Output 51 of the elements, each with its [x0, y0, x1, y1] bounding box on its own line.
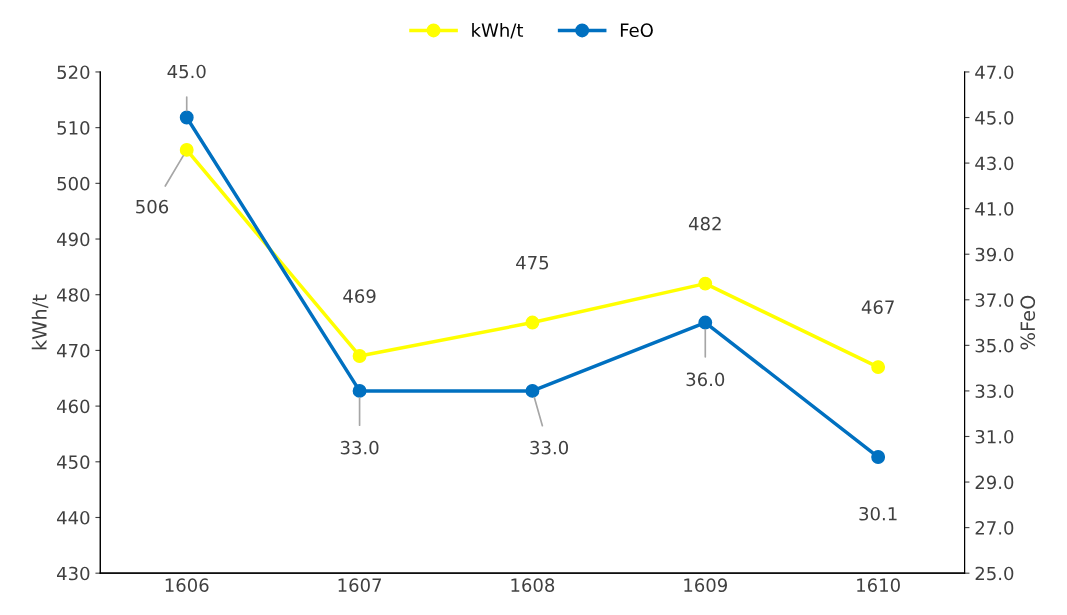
x-tick-label: 1609: [684, 578, 727, 593]
y2-axis-title: %FeO: [1020, 295, 1036, 350]
y2-tick-label: 37.0: [975, 293, 1014, 307]
data-label: 482: [688, 216, 721, 231]
point: [871, 360, 886, 375]
data-label: 33.0: [340, 440, 379, 455]
y2-tick-label: 33.0: [975, 384, 1014, 399]
y-tick-label: 520: [57, 65, 90, 80]
point: [179, 110, 194, 125]
point: [352, 383, 367, 398]
y-tick-label: 430: [57, 566, 90, 581]
point: [871, 450, 886, 464]
y2-tick-label: 39.0: [975, 247, 1014, 262]
point: [525, 315, 540, 330]
y2-tick-label: 27.0: [975, 521, 1014, 535]
data-label: 33.0: [530, 440, 568, 455]
y-tick-label: 470: [57, 343, 90, 358]
y2-tick-label: 25.0: [975, 566, 1014, 581]
y-tick-label: 510: [57, 121, 90, 135]
y2-tick-label: 35.0: [975, 338, 1014, 353]
y-tick-label: 460: [57, 399, 90, 414]
point: [179, 142, 194, 157]
legend-label: FeO: [620, 23, 653, 38]
y-axis-title: kWh/t: [31, 294, 49, 350]
y-tick-label: 450: [57, 455, 90, 469]
data-label: 506: [136, 199, 169, 214]
y-tick-label: 500: [57, 176, 90, 191]
x-tick-label: 1608: [511, 578, 555, 593]
data-label: 467: [861, 300, 894, 315]
y2-tick-label: 31.0: [975, 429, 1014, 444]
y-tick-label: 440: [57, 510, 90, 525]
data-label: 36.0: [686, 372, 725, 387]
y2-tick-label: 29.0: [975, 475, 1014, 490]
point: [352, 349, 367, 363]
data-label: 469: [343, 289, 376, 303]
x-tick-label: 1607: [338, 578, 382, 593]
y2-tick-label: 47.0: [975, 65, 1014, 80]
y-tick-label: 480: [57, 288, 90, 302]
data-label: 475: [516, 256, 549, 270]
y2-tick-label: 43.0: [975, 156, 1014, 171]
y2-tick-label: 45.0: [975, 110, 1014, 125]
y2-tick-label: 41.0: [975, 202, 1014, 216]
data-label: 45.0: [167, 64, 206, 79]
point: [698, 315, 713, 330]
point: [698, 276, 713, 291]
point: [525, 383, 540, 398]
y-tick-label: 490: [57, 232, 90, 247]
x-tick-label: 1610: [857, 578, 900, 593]
data-label: 30.1: [859, 506, 897, 521]
legend-label: kWh/t: [472, 23, 524, 39]
x-tick-label: 1606: [165, 578, 209, 593]
